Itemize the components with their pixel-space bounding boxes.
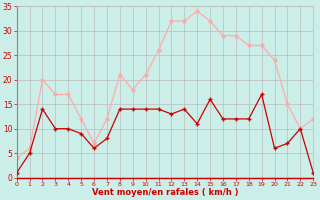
X-axis label: Vent moyen/en rafales ( km/h ): Vent moyen/en rafales ( km/h ) bbox=[92, 188, 238, 197]
